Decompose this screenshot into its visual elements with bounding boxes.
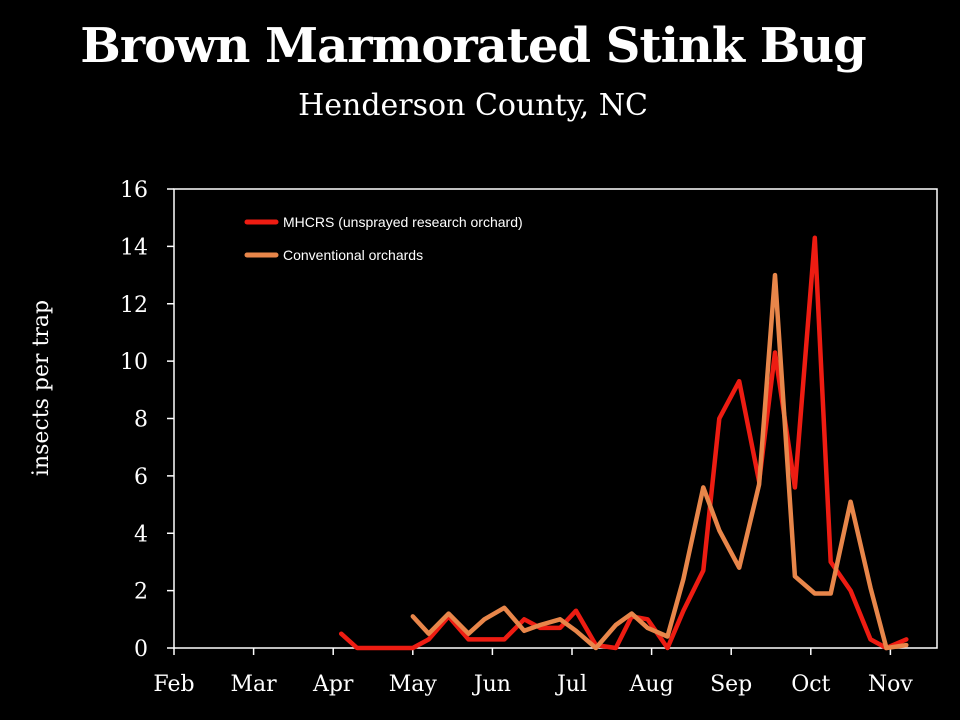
x-tick-label: Feb [153,672,194,697]
y-tick-label: 2 [134,580,148,605]
x-tick-label: May [389,672,438,697]
series-line-mhcrs [338,235,909,651]
y-tick-label: 8 [134,408,148,433]
chart-axes: 0 2 4 6 8 10 12 14 16 Feb Mar Apr May Jun Jul Aug Sep Oct… [29,178,938,697]
chart-legend: MHCRS (unsprayed research orchard) Conven… [244,214,523,263]
y-tick-label: 14 [120,235,148,260]
y-tick-label: 12 [120,293,148,318]
chart-series [338,235,909,651]
x-tick-label: Jun [472,672,511,697]
y-tick-label: 0 [134,637,148,662]
y-tick-label: 4 [134,522,148,547]
y-tick-label: 6 [134,465,148,490]
series-line-conventional [410,272,909,651]
slide-subtitle: Henderson County, NC [298,88,648,123]
y-axis-label: insects per trap [29,300,54,476]
x-tick-label: Aug [629,672,674,697]
x-tick-label: Oct [791,672,830,697]
y-tick-label: 16 [120,178,148,203]
y-tick-label: 10 [120,350,148,375]
x-tick-label: Apr [312,672,354,697]
x-tick-label: Nov [868,672,913,697]
x-tick-label: Mar [231,672,278,697]
x-tick-label: Sep [710,672,752,697]
legend-label: MHCRS (unsprayed research orchard) [283,214,523,230]
legend-label: Conventional orchards [283,247,423,263]
x-tick-label: Jul [555,672,587,697]
slide-title: Brown Marmorated Stink Bug [80,18,866,74]
